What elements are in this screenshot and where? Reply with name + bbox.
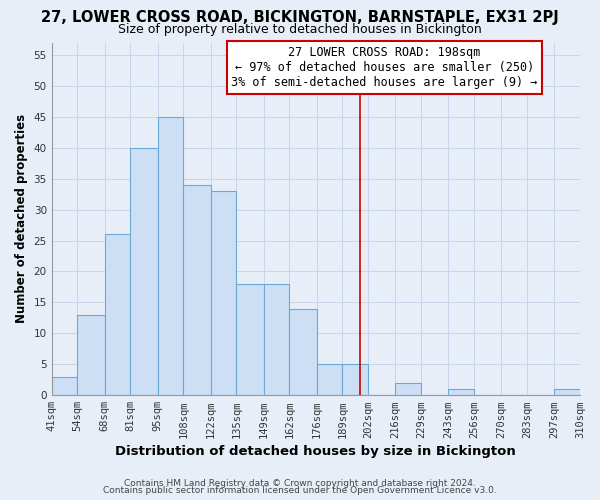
- Bar: [211, 191, 236, 395]
- Bar: [77, 315, 104, 395]
- Bar: [158, 117, 183, 395]
- Bar: [52, 376, 77, 395]
- Bar: [317, 364, 343, 395]
- Text: Contains HM Land Registry data © Crown copyright and database right 2024.: Contains HM Land Registry data © Crown c…: [124, 478, 476, 488]
- Bar: [554, 389, 580, 395]
- Bar: [130, 148, 158, 395]
- Text: 27, LOWER CROSS ROAD, BICKINGTON, BARNSTAPLE, EX31 2PJ: 27, LOWER CROSS ROAD, BICKINGTON, BARNST…: [41, 10, 559, 25]
- Bar: [343, 364, 368, 395]
- Bar: [395, 383, 421, 395]
- Bar: [448, 389, 474, 395]
- Bar: [183, 185, 211, 395]
- Bar: [289, 308, 317, 395]
- X-axis label: Distribution of detached houses by size in Bickington: Distribution of detached houses by size …: [115, 444, 516, 458]
- Y-axis label: Number of detached properties: Number of detached properties: [15, 114, 28, 324]
- Bar: [236, 284, 264, 395]
- Text: Contains public sector information licensed under the Open Government Licence v3: Contains public sector information licen…: [103, 486, 497, 495]
- Bar: [104, 234, 130, 395]
- Text: Size of property relative to detached houses in Bickington: Size of property relative to detached ho…: [118, 22, 482, 36]
- Text: 27 LOWER CROSS ROAD: 198sqm
← 97% of detached houses are smaller (250)
3% of sem: 27 LOWER CROSS ROAD: 198sqm ← 97% of det…: [232, 46, 538, 89]
- Bar: [264, 284, 289, 395]
